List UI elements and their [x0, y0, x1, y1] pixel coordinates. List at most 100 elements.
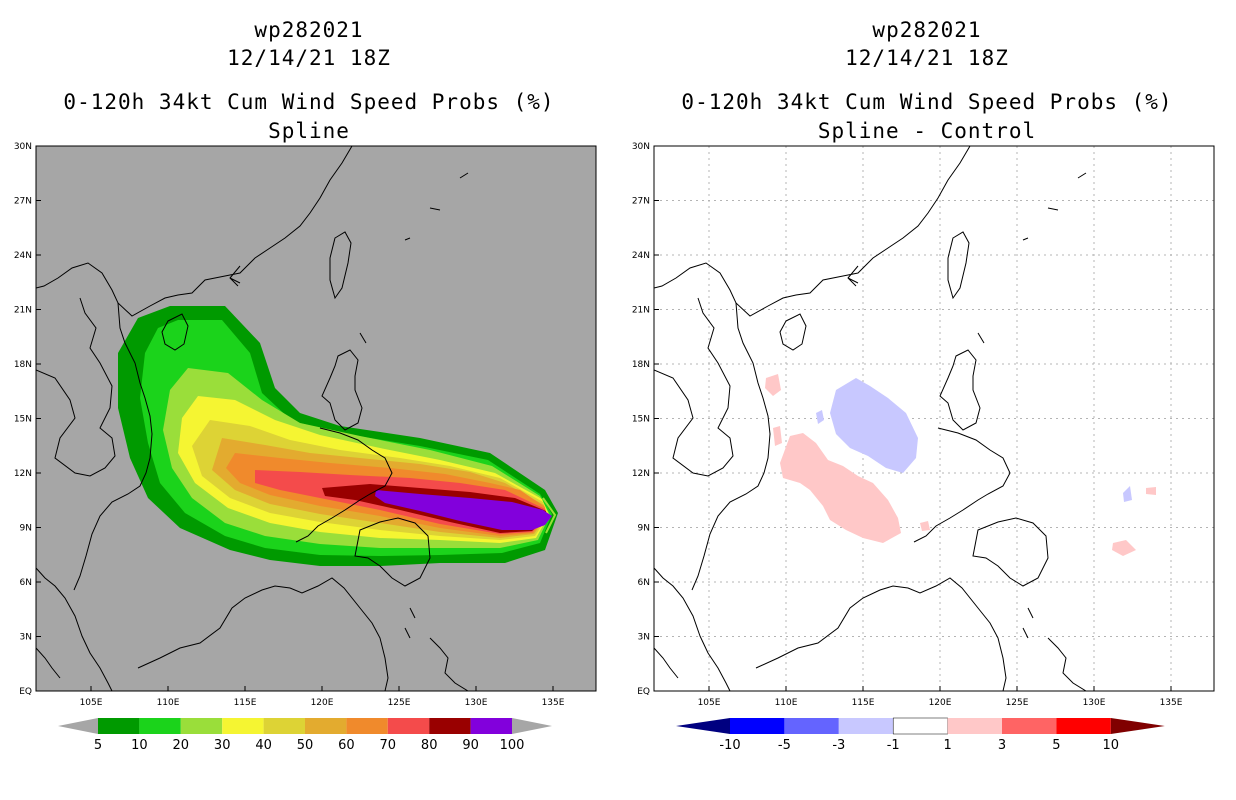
lat-label: 3N [638, 633, 650, 643]
coastlines [36, 146, 469, 691]
lon-label: 120E [929, 698, 952, 708]
lat-label: 9N [638, 524, 650, 534]
positive-area-east [1146, 487, 1156, 495]
coast-taiwan [329, 231, 352, 300]
lon-label: 135E [1160, 698, 1183, 708]
difference-map: 30N 27N 24N 21N 18N 15N 12N 9N 6N 3N EQ 105E 110E 11… [632, 142, 1215, 708]
lat-label: 21N [632, 306, 650, 316]
coast-visayas [913, 427, 1011, 543]
negative-area-small [816, 410, 824, 424]
lon-label: 105E [698, 698, 721, 708]
colorbar-label: 70 [380, 738, 397, 752]
colorbar-label: 30 [214, 738, 231, 752]
difference-contours [765, 374, 1156, 556]
colorbar-lower-arrow [676, 718, 730, 734]
latitude-labels: 30N 27N 24N 21N 18N 15N 12N 9N 6N 3N EQ [632, 142, 659, 697]
coast-islands [847, 172, 1087, 639]
colorbar-swatch [1056, 718, 1111, 734]
lat-label: 6N [20, 578, 32, 588]
method-title: Spline - Control [817, 119, 1037, 143]
coast-malaya [654, 567, 731, 691]
border-indochina [36, 297, 116, 477]
colorbar-swatch [98, 718, 140, 734]
lat-label: 15N [632, 415, 650, 425]
lon-label: 120E [311, 698, 334, 708]
datetime-title: 12/14/21 18Z [227, 46, 391, 70]
lat-label: 3N [20, 633, 32, 643]
lat-label: 21N [14, 306, 32, 316]
colorbar-label: 1 [943, 738, 951, 752]
colorbar-swatch [180, 718, 223, 734]
latitude-labels: 30N 27N 24N 21N 18N 15N 12N 9N 6N 3N EQ [14, 142, 41, 697]
positive-area-small [920, 521, 930, 531]
colorbar-swatches [676, 717, 1165, 735]
positive-area-main [780, 433, 901, 543]
coast-luzon [939, 349, 981, 431]
colorbar-swatch [222, 718, 264, 734]
positive-area-south [1112, 540, 1136, 556]
contour-90 [375, 490, 552, 530]
colorbar-label: 80 [421, 738, 438, 752]
contour-100-edge [542, 497, 557, 534]
right-panel: wp282021 12/14/21 18Z 0-120h 34kt Cum Wi… [618, 0, 1236, 800]
colorbar-swatch [263, 718, 305, 734]
colorbar-upper-arrow [1110, 718, 1165, 734]
colorbar-label: 40 [255, 738, 272, 752]
colorbar-label: -5 [778, 738, 791, 752]
coast-mainland [654, 146, 971, 317]
lat-label: EQ [19, 687, 32, 697]
colorbar-label: 100 [500, 738, 525, 752]
coast-luzon [321, 349, 363, 431]
coast-indochina [73, 302, 153, 591]
map-background [654, 146, 1214, 691]
coast-sumatra [36, 647, 61, 679]
colorbar-swatch [139, 718, 181, 734]
left-panel: wp282021 12/14/21 18Z 0-120h 34kt Cum Wi… [14, 18, 597, 752]
colorbar-swatch [892, 717, 948, 735]
colorbar-label: 10 [1103, 738, 1120, 752]
colorbar-swatch [470, 718, 512, 734]
colorbar-label: 20 [173, 738, 190, 752]
negative-area [830, 378, 918, 473]
lat-label: 12N [632, 469, 650, 479]
lat-label: 30N [14, 142, 32, 152]
colorbar-label: 5 [1052, 738, 1060, 752]
coast-islands [229, 172, 469, 639]
colorbar-label: 10 [131, 738, 148, 752]
coast-malaya [36, 567, 113, 691]
colorbar-label: -1 [887, 738, 900, 752]
lon-label: 115E [234, 698, 257, 708]
lon-label: 115E [852, 698, 875, 708]
coast-sumatra [654, 647, 679, 679]
colorbar-label: -10 [719, 738, 740, 752]
coast-borneo [137, 577, 389, 691]
colorbar-label: -3 [832, 738, 845, 752]
colorbar-swatch [784, 718, 839, 734]
lon-label: 125E [1006, 698, 1029, 708]
coast-borneo [755, 577, 1007, 691]
lat-label: 12N [14, 469, 32, 479]
lat-label: 15N [14, 415, 32, 425]
lon-label: 110E [775, 698, 798, 708]
lon-label: 135E [542, 698, 565, 708]
colorbar-upper-arrow [512, 718, 552, 734]
lon-label: 105E [80, 698, 103, 708]
colorbar-swatch [730, 718, 785, 734]
colorbar-swatches [98, 718, 512, 734]
coast-mindanao [354, 517, 431, 587]
lat-label: 24N [14, 251, 32, 261]
coast-taiwan [947, 231, 970, 300]
coast-sulawesi [1047, 637, 1087, 691]
colorbar-lower-arrow [58, 718, 98, 734]
colorbar-labels: 5 10 20 30 40 50 60 70 80 90 100 [94, 738, 525, 752]
border-indochina [654, 297, 734, 477]
lat-label: 9N [20, 524, 32, 534]
coast-sulawesi [429, 637, 469, 691]
coast-visayas [295, 427, 393, 543]
lon-label: 110E [157, 698, 180, 708]
lon-label: 130E [465, 698, 488, 708]
coast-indochina [691, 302, 771, 591]
coastlines [654, 146, 1087, 691]
colorbar-swatch [346, 718, 388, 734]
lat-label: 18N [632, 360, 650, 370]
